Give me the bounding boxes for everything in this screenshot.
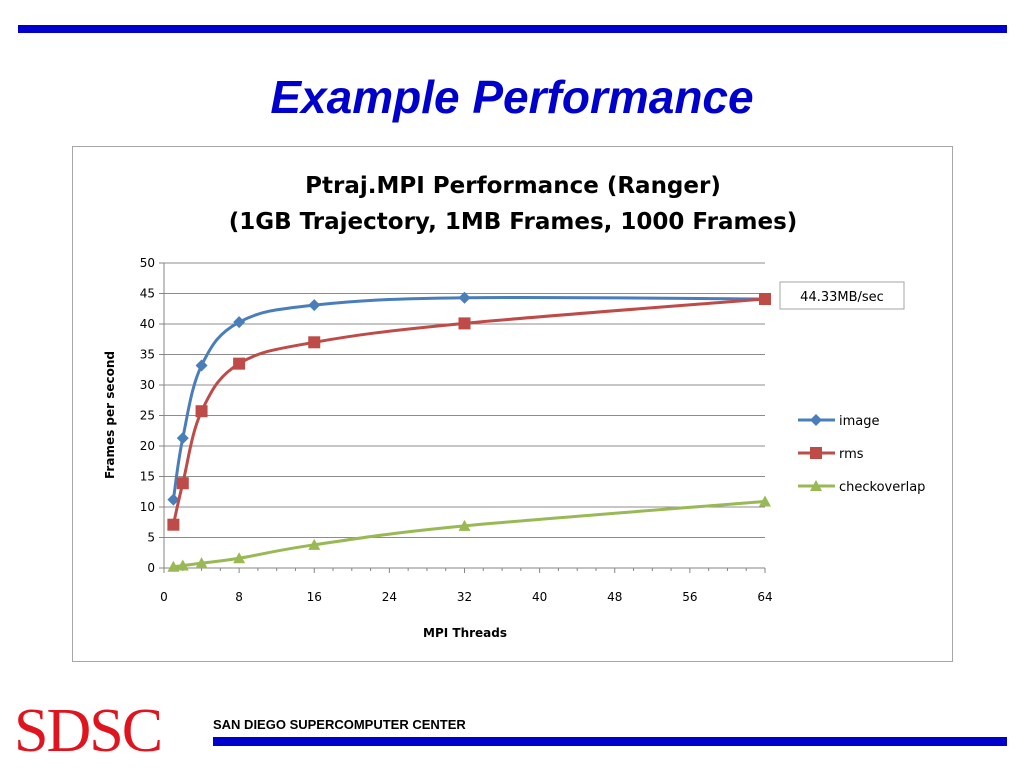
y-tick-label: 10: [140, 500, 155, 514]
data-point-image: [195, 359, 208, 372]
slide-title: Example Performance: [270, 71, 754, 123]
footer-org-name: SAN DIEGO SUPERCOMPUTER CENTER: [213, 717, 466, 732]
data-point-checkoverlap: [233, 552, 246, 564]
x-tick-label: 32: [457, 590, 472, 604]
y-tick-label: 5: [147, 531, 155, 545]
legend-marker-rms: [810, 447, 822, 459]
data-point-rms: [233, 357, 246, 370]
data-point-image: [308, 299, 321, 312]
x-tick-label: 40: [532, 590, 547, 604]
data-point-checkoverlap: [759, 495, 771, 507]
data-point-rms: [759, 292, 771, 305]
legend-label-image: image: [839, 414, 880, 429]
y-tick-label: 40: [140, 317, 155, 331]
top-rule: [18, 25, 1007, 33]
x-tick-label: 24: [382, 590, 397, 604]
x-tick-label: 64: [757, 590, 772, 604]
series-line-checkoverlap: [173, 500, 766, 569]
x-tick-label: 48: [607, 590, 622, 604]
data-point-checkoverlap: [167, 560, 180, 572]
data-point-rms: [308, 336, 321, 349]
y-tick-label: 20: [140, 439, 155, 453]
y-tick-label: 30: [140, 378, 155, 392]
y-tick-label: 45: [140, 287, 155, 301]
chart-title: Ptraj.MPI Performance (Ranger): [305, 173, 721, 199]
chart-frame: Ptraj.MPI Performance (Ranger) (1GB Traje…: [72, 146, 953, 662]
sdsc-logo: SDSC: [14, 697, 163, 765]
y-tick-label: 15: [140, 470, 155, 484]
performance-chart: Ptraj.MPI Performance (Ranger) (1GB Traje…: [103, 173, 925, 640]
data-point-checkoverlap: [195, 557, 208, 569]
data-point-checkoverlap: [308, 538, 321, 550]
legend-label-rms: rms: [839, 447, 864, 462]
x-tick-label: 56: [682, 590, 697, 604]
x-axis-label: MPI Threads: [423, 626, 507, 640]
footer-rule: [213, 737, 1007, 746]
data-point-rms: [167, 518, 180, 531]
y-tick-label: 50: [140, 256, 155, 270]
legend-label-checkoverlap: checkoverlap: [839, 480, 925, 495]
data-point-image: [167, 493, 180, 506]
y-tick-label: 25: [140, 409, 155, 423]
y-axis-label: Frames per second: [103, 351, 117, 479]
chart-subtitle: (1GB Trajectory, 1MB Frames, 1000 Frames…: [229, 209, 798, 235]
y-tick-label: 0: [147, 561, 155, 575]
data-point-image: [458, 291, 471, 304]
x-tick-label: 16: [307, 590, 322, 604]
data-point-image: [176, 432, 189, 445]
data-point-rms: [176, 477, 189, 490]
legend-marker-checkoverlap: [810, 480, 822, 491]
y-tick-label: 35: [140, 348, 155, 362]
data-point-rms: [458, 317, 471, 330]
legend-marker-image: [810, 414, 822, 426]
series-line-rms: [171, 297, 766, 526]
data-point-checkoverlap: [176, 559, 189, 571]
data-point-rms: [195, 405, 208, 418]
series-line-image: [171, 295, 766, 500]
annotation-label: 44.33MB/sec: [800, 290, 884, 305]
data-point-image: [233, 316, 246, 329]
x-tick-label: 0: [160, 590, 168, 604]
x-tick-label: 8: [235, 590, 243, 604]
data-point-checkoverlap: [458, 519, 471, 531]
annotation-box: [779, 281, 905, 310]
